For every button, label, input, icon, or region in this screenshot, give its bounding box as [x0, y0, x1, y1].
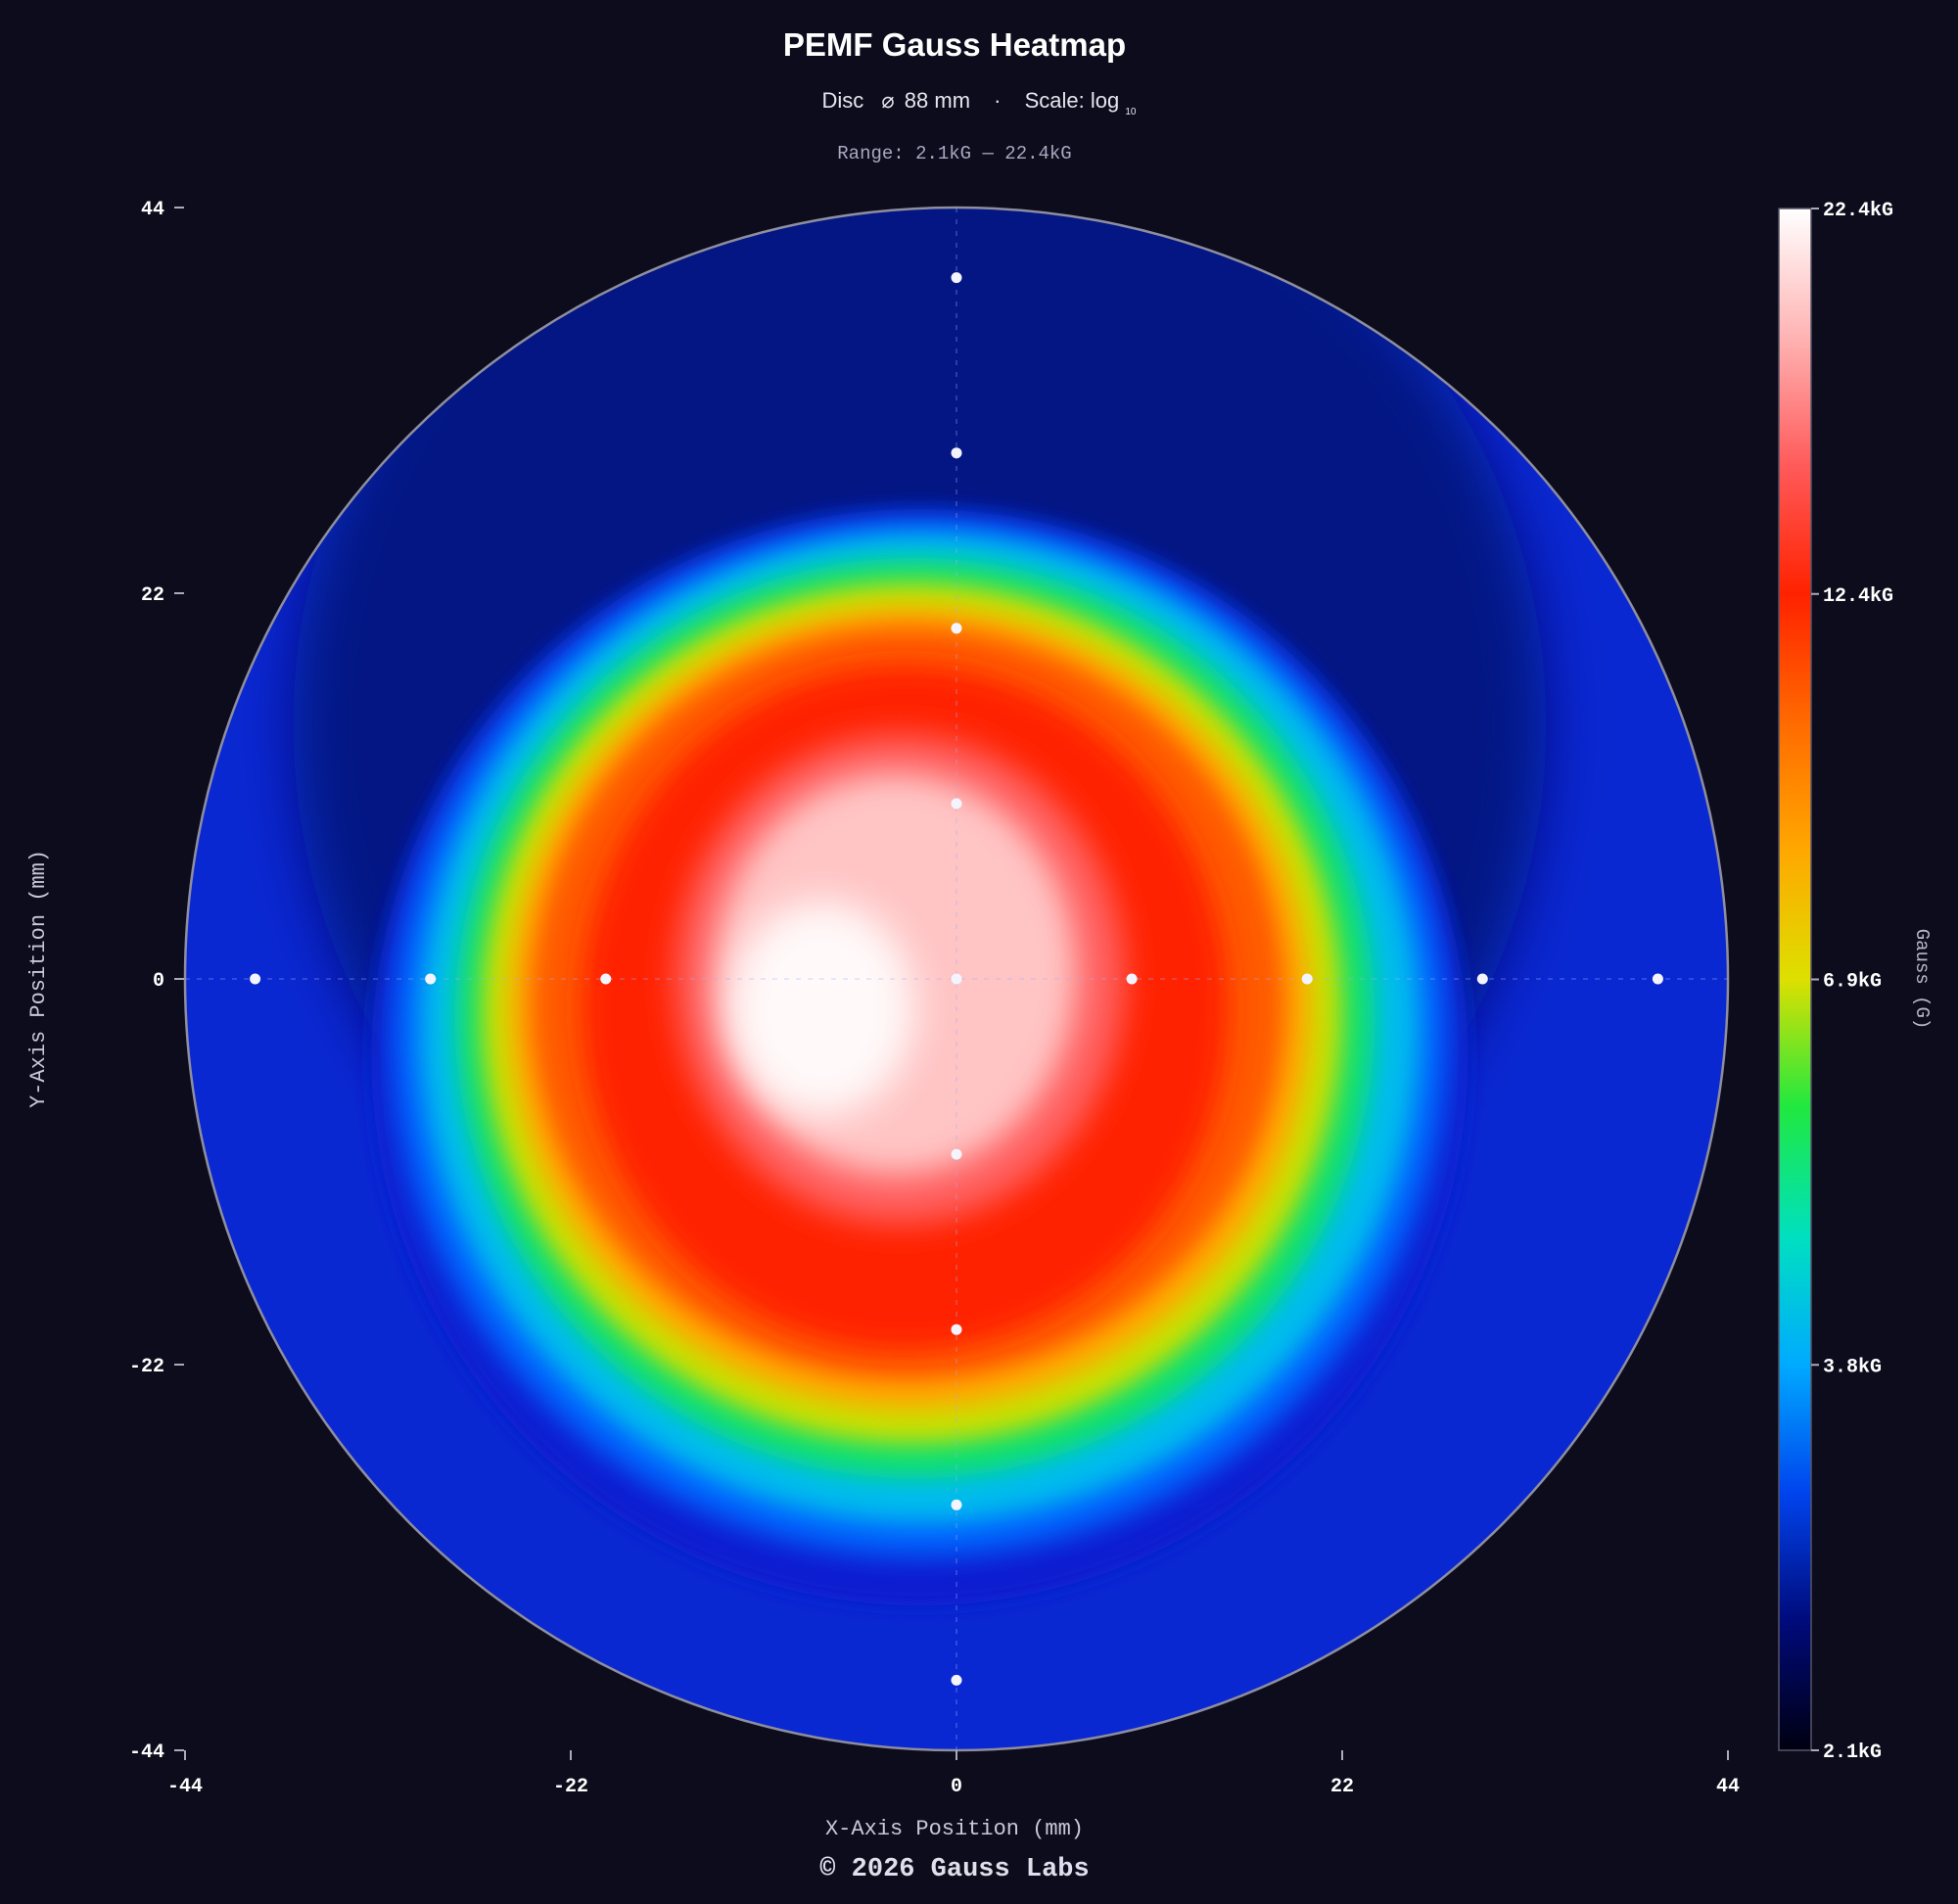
x-tick-label: 22 — [1330, 1776, 1354, 1798]
subtitle-separator: · — [994, 88, 1001, 113]
heat-layers — [293, 208, 1547, 1605]
y-axis-label: Y-Axis Position (mm) — [26, 850, 51, 1108]
y-tick-label: -44 — [129, 1741, 164, 1764]
chart-subtitle: Disc ⌀ 88 mm · Scale: log 10 — [822, 88, 1137, 117]
sample-point — [951, 447, 962, 459]
sample-point — [1476, 973, 1488, 985]
colorbar-tick-label: 2.1kG — [1823, 1741, 1882, 1764]
colorbar-label: Gauss (G) — [1911, 929, 1933, 1030]
sample-point — [951, 973, 962, 985]
subtitle-disc-label: Disc — [822, 88, 864, 113]
y-tick-label: -22 — [129, 1356, 164, 1378]
chart-title: PEMF Gauss Heatmap — [783, 26, 1126, 63]
sample-point — [951, 1148, 962, 1160]
x-tick-label: 0 — [951, 1776, 962, 1798]
y-tick-label: 44 — [141, 199, 164, 221]
colorbar-tick-label: 3.8kG — [1823, 1356, 1882, 1378]
sample-point — [600, 973, 612, 985]
range-label: Range: 2.1kG — 22.4kG — [837, 143, 1071, 164]
heat-layer — [728, 901, 915, 1116]
sample-point — [1126, 973, 1138, 985]
subtitle-diameter: 88 mm — [905, 88, 970, 113]
sample-point — [1652, 973, 1663, 985]
sample-point — [1301, 973, 1313, 985]
x-tick-label: -44 — [167, 1776, 203, 1798]
sample-point — [951, 1324, 962, 1335]
sample-point — [951, 1674, 962, 1686]
colorbar-gradient — [1778, 208, 1812, 1751]
x-axis: -44 -22 0 22 44 — [167, 1750, 1740, 1798]
sample-point — [951, 798, 962, 810]
colorbar-tick-label: 22.4kG — [1823, 200, 1893, 222]
sample-point — [951, 623, 962, 634]
x-axis-label: X-Axis Position (mm) — [825, 1817, 1084, 1841]
subtitle-scale-base: 10 — [1125, 107, 1137, 117]
sample-point — [951, 1499, 962, 1510]
x-tick-label: -22 — [553, 1776, 588, 1798]
colorbar-tick-label: 12.4kG — [1823, 585, 1893, 608]
y-axis: 44 22 0 -22 -44 — [129, 199, 184, 1764]
sample-point — [250, 973, 261, 985]
x-tick-label: 44 — [1716, 1776, 1740, 1798]
footer-copyright: © 2026 Gauss Labs — [819, 1855, 1089, 1884]
y-tick-label: 22 — [141, 584, 164, 607]
heatmap-disc — [183, 206, 1730, 1752]
sample-point — [425, 973, 437, 985]
subtitle-scale-label: Scale: log — [1025, 88, 1120, 113]
colorbar-tick-label: 6.9kG — [1823, 971, 1882, 994]
colorbar: 22.4kG 12.4kG 6.9kG 3.8kG 2.1kG Gauss (G) — [1778, 200, 1933, 1764]
colorbar-ticks: 22.4kG 12.4kG 6.9kG 3.8kG 2.1kG — [1811, 200, 1893, 1764]
sample-point — [951, 272, 962, 284]
diameter-symbol: ⌀ — [881, 88, 894, 113]
y-tick-label: 0 — [153, 970, 164, 993]
sample-points — [250, 272, 1663, 1686]
